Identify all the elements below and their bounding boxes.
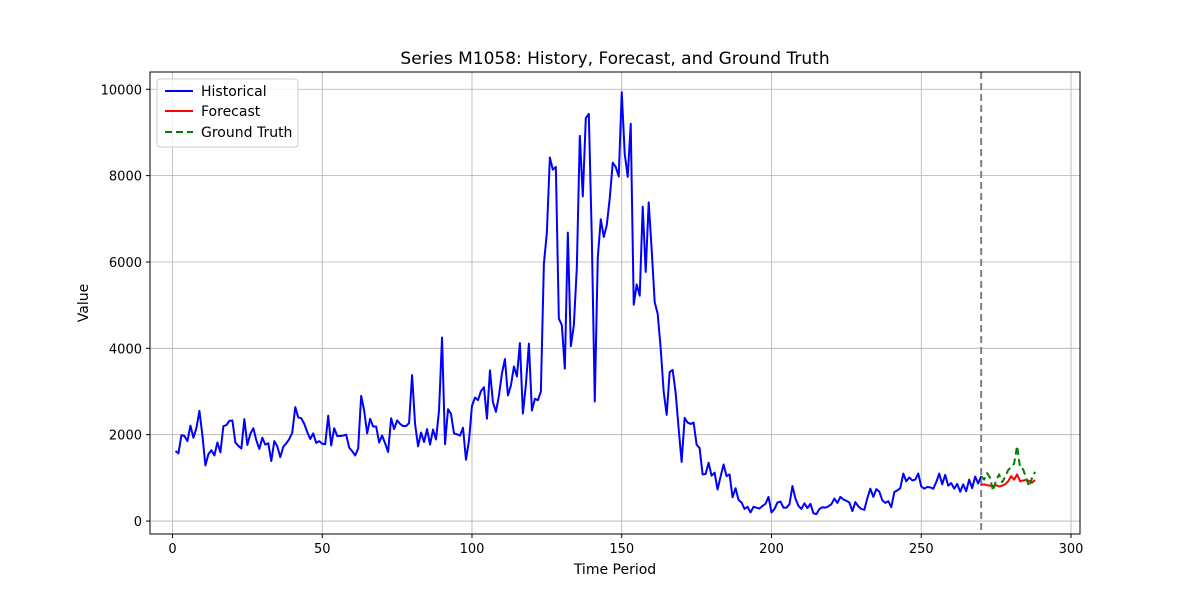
x-tick-label: 300: [1059, 542, 1084, 557]
y-tick-label: 4000: [109, 342, 142, 357]
ground-truth-line: [980, 444, 1036, 492]
axis-ticks: 0 50 100 150 200 250 300 0 2000 4000 6000 8000 10000: [101, 83, 1084, 557]
legend-label-historical: Historical: [201, 84, 267, 100]
legend-box: [156, 78, 299, 148]
historical-line: [174, 91, 983, 516]
chart-title: Series M1058: History, Forecast, and Gro…: [400, 49, 829, 69]
x-tick-label: 150: [609, 542, 634, 557]
x-tick-label: 0: [168, 542, 176, 557]
y-tick-label: 2000: [109, 429, 142, 444]
legend: Historical Forecast Ground Truth: [156, 78, 299, 148]
y-tick-label: 6000: [109, 256, 142, 271]
plot-lines: [174, 72, 1036, 534]
plot-area: [150, 72, 1080, 534]
grid: [150, 72, 1080, 534]
x-tick-label: 200: [759, 542, 784, 557]
y-tick-label: 10000: [101, 83, 142, 98]
x-axis-label: Time Period: [573, 562, 656, 578]
y-tick-label: 0: [134, 515, 142, 530]
y-axis-label: Value: [76, 284, 92, 322]
y-tick-label: 8000: [109, 170, 142, 185]
plot-frame: [149, 71, 1081, 535]
x-tick-label: 100: [460, 542, 485, 557]
legend-label-forecast: Forecast: [201, 104, 261, 120]
x-tick-label: 50: [314, 542, 331, 557]
x-tick-label: 250: [909, 542, 934, 557]
legend-label-ground-truth: Ground Truth: [201, 125, 292, 141]
